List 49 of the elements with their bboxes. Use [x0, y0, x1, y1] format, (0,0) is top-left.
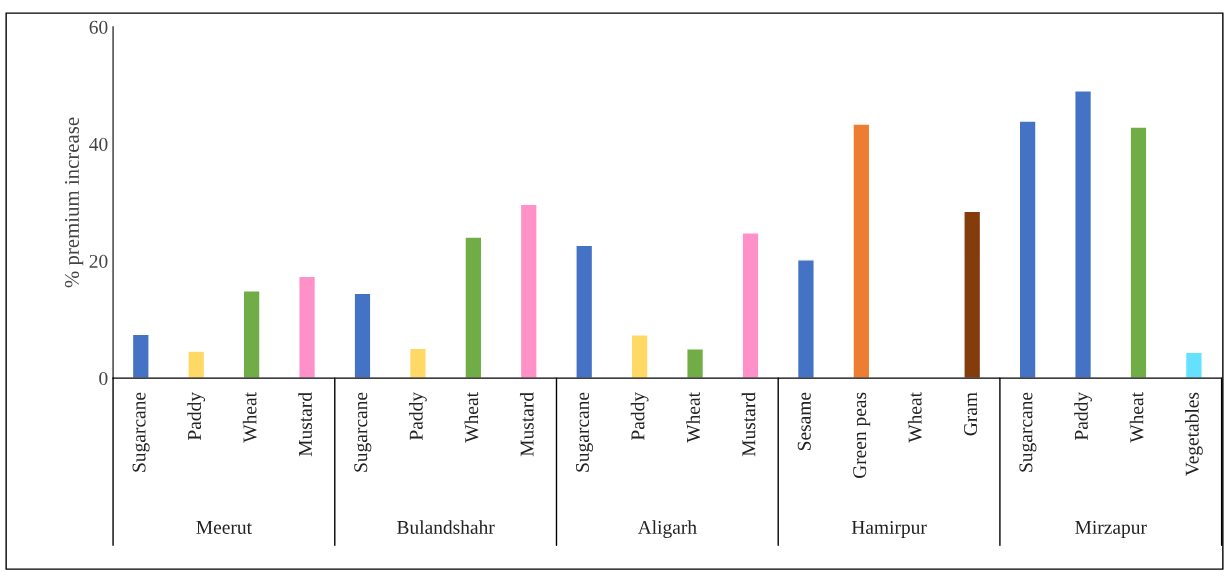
bar — [963, 210, 982, 379]
y-tick-label: 0 — [99, 371, 108, 386]
bar — [796, 259, 815, 379]
bar — [408, 347, 427, 379]
bar — [1018, 120, 1037, 379]
bar — [686, 348, 705, 379]
y-tick-label: 20 — [89, 254, 108, 268]
bar — [519, 203, 538, 379]
x-tick-label: Sesame — [797, 392, 811, 451]
bar — [630, 334, 649, 379]
x-tick-label: Wheat — [464, 392, 479, 443]
bar — [1074, 89, 1093, 379]
bar — [187, 350, 206, 379]
x-tick-label: Paddy — [409, 392, 427, 441]
text: Mirzapur — [1075, 520, 1147, 538]
y-tick-label: 40 — [89, 137, 108, 151]
x-tick-label: Paddy — [1074, 392, 1092, 441]
x-tick-label: Sugarcane — [575, 392, 594, 472]
x-tick-label: Wheat — [1129, 392, 1144, 443]
x-tick-label: Wheat — [686, 392, 701, 443]
x-tick-label: Vegetables — [1185, 392, 1203, 476]
x-tick-label: Sugarcane — [132, 392, 150, 472]
x-tick-label: Gram — [964, 392, 978, 436]
x-tick-label: Wheat — [907, 392, 922, 443]
text: Hamirpur — [851, 520, 927, 538]
x-tick-label: Sugarcane — [1019, 392, 1037, 472]
bar — [741, 232, 760, 379]
bar — [131, 333, 150, 379]
bar — [353, 292, 372, 379]
text: Aligarh — [637, 520, 697, 538]
bar — [242, 290, 261, 379]
text: Meerut — [196, 521, 252, 534]
x-tick-label: Paddy — [630, 392, 649, 441]
x-tick-label: Mustard — [741, 392, 756, 457]
bar — [298, 275, 317, 379]
bar — [1129, 126, 1148, 379]
x-tick-label: Green peas — [853, 392, 871, 479]
x-tick-label: Sugarcane — [354, 392, 372, 472]
y-tick-label: 60 — [89, 20, 108, 34]
bar — [464, 236, 483, 379]
x-tick-label: Paddy — [187, 392, 206, 441]
bar — [575, 244, 594, 379]
bar — [1184, 351, 1203, 379]
bar — [852, 123, 871, 379]
x-tick-label: Wheat — [242, 392, 257, 443]
x-tick-label: Mustard — [298, 392, 312, 457]
x-tick-label: Mustard — [519, 392, 534, 457]
text: Bulandshahr — [397, 520, 495, 534]
y-axis-title: % premium increase — [64, 117, 84, 288]
